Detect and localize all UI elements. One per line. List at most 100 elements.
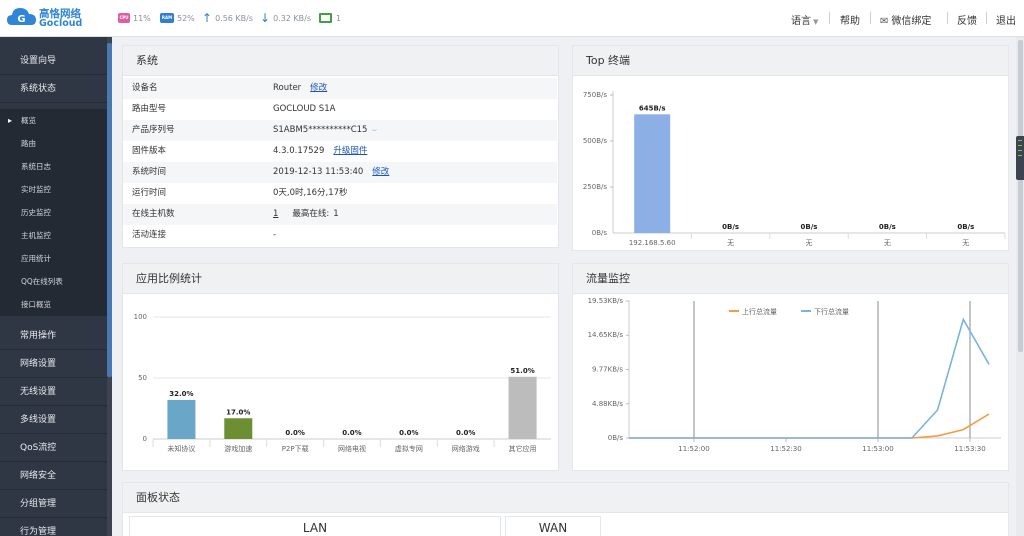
bar-value-label: 0B/s bbox=[722, 223, 739, 231]
row-label: 运行时间 bbox=[132, 188, 167, 198]
sidebar-item-network-security[interactable]: 网络安全 bbox=[0, 462, 107, 490]
x-tick-label: 无 bbox=[727, 239, 734, 247]
x-tick-label: 11:53:30 bbox=[954, 445, 985, 453]
cpu-stat: CPU 11% bbox=[118, 11, 151, 25]
x-tick-label: 虚拟专网 bbox=[395, 444, 423, 453]
y-tick-label: 750B/s bbox=[583, 91, 608, 99]
row-label: 产品序列号 bbox=[132, 125, 175, 135]
legend-label: 上行总流量 bbox=[742, 307, 777, 316]
active-conn-value: - bbox=[273, 230, 277, 240]
wechat-icon: ✉ bbox=[880, 16, 889, 27]
language-label: 语言 bbox=[791, 16, 811, 27]
y-tick-label: 19.53KB/s bbox=[588, 297, 624, 305]
wan-section: WAN bbox=[505, 516, 601, 536]
sidebar-sub-item-route[interactable]: 路由 bbox=[0, 132, 107, 155]
sidebar-sub-item-realtime-monitor[interactable]: 实时监控 bbox=[0, 178, 107, 201]
x-tick-label: 无 bbox=[806, 239, 813, 247]
ram-icon: RAM bbox=[160, 13, 174, 23]
x-tick-label: 无 bbox=[884, 239, 891, 247]
y-tick-label: 0B/s bbox=[608, 434, 624, 442]
cpu-icon: CPU bbox=[118, 13, 130, 23]
info-row-firmware: 固件版本 4.3.0.17529 升级固件 bbox=[123, 141, 557, 162]
sidebar-item-common-ops[interactable]: 常用操作 bbox=[0, 322, 107, 350]
edit-device-name-link[interactable]: 修改 bbox=[310, 83, 328, 93]
bar-value-label: 0.0% bbox=[285, 429, 304, 437]
page-scrollbar-thumb[interactable] bbox=[1018, 40, 1023, 352]
upload-arrow-icon: ↑ bbox=[202, 11, 213, 25]
x-tick-label: 未知协议 bbox=[167, 444, 195, 453]
logout-link[interactable]: 退出 bbox=[996, 16, 1016, 27]
feedback-link[interactable]: 反馈 bbox=[957, 16, 977, 27]
bar-value-label: 0B/s bbox=[879, 223, 896, 231]
sidebar-item-multiline-settings[interactable]: 多线设置 bbox=[0, 406, 107, 434]
bar-value-label: 0B/s bbox=[957, 223, 974, 231]
sidebar-sub-item-history-monitor[interactable]: 历史监控 bbox=[0, 201, 107, 224]
monitor-icon bbox=[319, 13, 332, 23]
bar-value-label: 0.0% bbox=[399, 429, 418, 437]
download-arrow-icon: ↓ bbox=[260, 11, 271, 25]
y-tick-label: 100 bbox=[134, 313, 147, 321]
y-tick-label: 4.88KB/s bbox=[592, 400, 623, 408]
side-drawer-handle-icon[interactable] bbox=[1016, 136, 1024, 180]
info-row-device-name: 设备名 Router 修改 bbox=[123, 78, 557, 99]
divider bbox=[829, 12, 830, 24]
traffic-chart: 19.53KB/s 14.65KB/s 9.77KB/s 4.88KB/s 0B/s 11… bbox=[588, 297, 1001, 453]
info-row-uptime: 运行时间 0天,0时,16分,17秒 bbox=[123, 183, 557, 204]
x-tick-label: 无 bbox=[962, 239, 969, 247]
sidebar-sub-item-host-monitor[interactable]: 主机监控 bbox=[0, 224, 107, 247]
upload-value: 0.56 KB/s bbox=[215, 13, 254, 23]
sidebar-sub-item-app-stats[interactable]: 应用统计 bbox=[0, 247, 107, 270]
bar-value-label: 17.0% bbox=[226, 408, 250, 416]
bar bbox=[634, 114, 671, 233]
sidebar-item-setup-wizard[interactable]: 设置向导 bbox=[0, 47, 107, 75]
sidebar-scrollbar-thumb[interactable] bbox=[107, 43, 112, 377]
info-row-model: 路由型号 GOCLOUD S1A bbox=[123, 99, 557, 120]
firmware-value: 4.3.0.17529 bbox=[273, 146, 325, 156]
x-tick-label: 网络电视 bbox=[338, 444, 366, 453]
chevron-down-icon: ▼ bbox=[813, 18, 819, 26]
divider bbox=[986, 12, 987, 24]
divider bbox=[870, 12, 871, 24]
wechat-bind-link[interactable]: ✉ 微信绑定 bbox=[880, 12, 931, 27]
bar-value-label: 0B/s bbox=[801, 223, 818, 231]
sidebar-sub-item-qq-online[interactable]: QQ在线列表 bbox=[0, 270, 107, 293]
edit-time-link[interactable]: 修改 bbox=[372, 167, 390, 177]
x-tick-label: 192.168.5.60 bbox=[629, 239, 676, 247]
serial-value: S1ABM5**********C15 bbox=[273, 125, 368, 135]
sidebar-item-system-status[interactable]: 系统状态 bbox=[0, 75, 107, 103]
traffic-title: 流量监控 bbox=[573, 264, 1008, 294]
active-marker-icon: ▸ bbox=[8, 116, 13, 125]
sidebar-item-wireless-settings[interactable]: 无线设置 bbox=[0, 378, 107, 406]
sidebar-item-network-settings[interactable]: 网络设置 bbox=[0, 350, 107, 378]
app-ratio-panel: 应用比例统计 100 50 0 32.0% 未知协议 17.0% 游戏加速 0.0% P2P下载… bbox=[122, 263, 559, 471]
ram-value: 52% bbox=[177, 13, 195, 23]
sidebar-item-qos[interactable]: QoS流控 bbox=[0, 434, 107, 462]
sidebar-sub-item-system-log[interactable]: 系统日志 bbox=[0, 155, 107, 178]
bar bbox=[167, 399, 196, 439]
ram-stat: RAM 52% bbox=[160, 11, 195, 25]
sidebar-sub-item-overview[interactable]: ▸ 概览 bbox=[0, 109, 107, 132]
upgrade-firmware-link[interactable]: 升级固件 bbox=[333, 146, 368, 156]
language-dropdown[interactable]: 语言 ▼ bbox=[791, 12, 818, 27]
online-hosts-value[interactable]: 1 bbox=[273, 209, 279, 219]
uptime-value: 0天,0时,16分,17秒 bbox=[273, 188, 348, 198]
bar-value-label: 32.0% bbox=[169, 390, 193, 398]
sidebar-item-behavior-mgmt[interactable]: 行为管理 bbox=[0, 518, 107, 536]
bar-value-label: 645B/s bbox=[639, 104, 666, 112]
wan-label: WAN bbox=[538, 521, 568, 535]
traffic-panel: 流量监控 19.53KB/s 14.65KB/s 9.77KB/s 4.88KB/s 0… bbox=[572, 263, 1009, 471]
online-stat[interactable]: 1 bbox=[319, 11, 341, 25]
help-link[interactable]: 帮助 bbox=[840, 16, 860, 27]
panel-status-panel: 面板状态 LAN WAN bbox=[122, 482, 1009, 536]
top-terminal-title: Top 终端 bbox=[573, 46, 1008, 76]
sidebar-sub-item-interface-overview[interactable]: 接口概览 bbox=[0, 293, 107, 316]
online-count: 1 bbox=[336, 13, 342, 23]
row-label: 活动连接 bbox=[132, 230, 167, 240]
x-tick-label: 网络游戏 bbox=[452, 444, 480, 453]
row-label: 路由型号 bbox=[132, 104, 167, 114]
device-name-value: Router bbox=[273, 83, 302, 93]
logo[interactable]: G 高恪网络 Gocloud bbox=[6, 5, 100, 31]
y-tick-label: 0B/s bbox=[592, 229, 608, 237]
reveal-eye-icon[interactable]: ⌣ bbox=[371, 125, 378, 135]
sidebar-item-group-mgmt[interactable]: 分组管理 bbox=[0, 490, 107, 518]
